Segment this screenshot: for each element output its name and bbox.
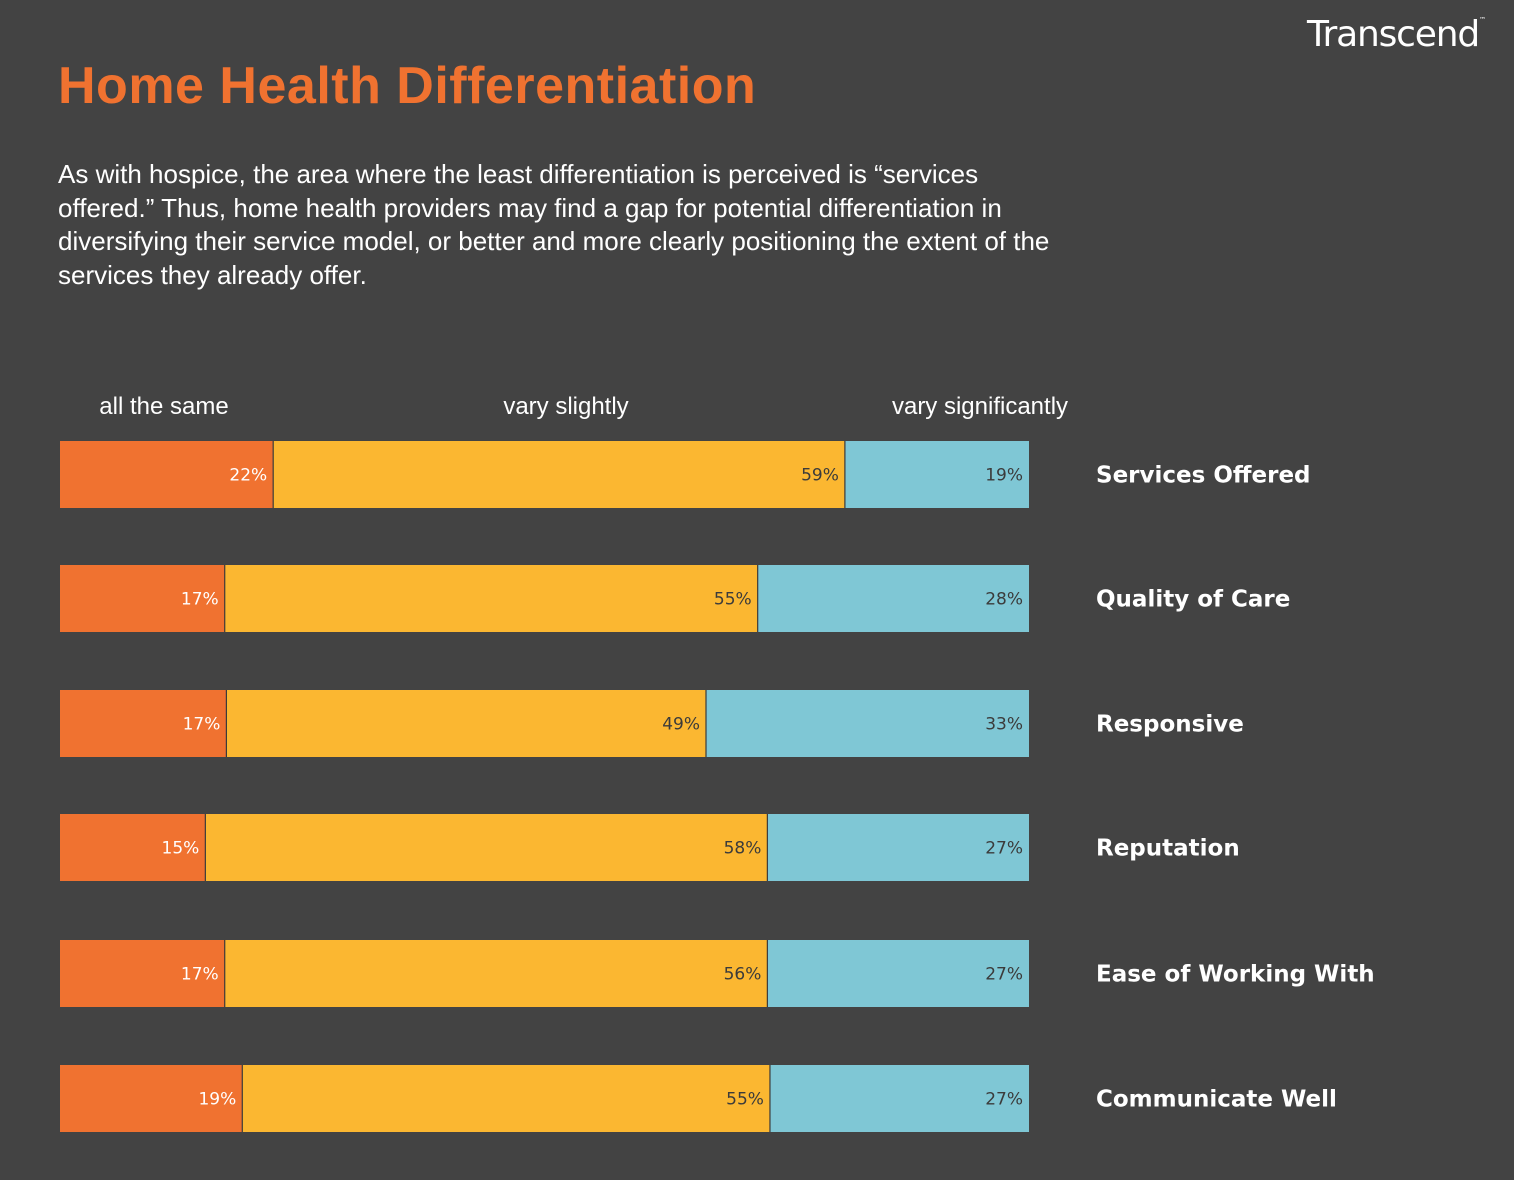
data-label: 59%: [801, 466, 839, 486]
bar-segment-vary-significantly: [767, 940, 1029, 1007]
data-label: 58%: [724, 839, 762, 859]
bar-row-communicate-well: 19% 55% 27% Communicate Well: [60, 1065, 1337, 1132]
bar-segment-all-the-same: [60, 940, 225, 1007]
category-label: Quality of Care: [1096, 587, 1290, 613]
data-label: 19%: [198, 1090, 236, 1110]
data-label: 15%: [162, 839, 200, 859]
data-label: 27%: [985, 839, 1023, 859]
data-label: 55%: [714, 590, 752, 610]
bar-segment-vary-significantly: [844, 441, 1029, 508]
legend-label-vary-slightly: vary slightly: [503, 393, 628, 420]
data-label: 22%: [229, 466, 267, 486]
category-label: Responsive: [1096, 712, 1244, 738]
category-label: Ease of Working With: [1096, 962, 1375, 988]
data-label: 27%: [985, 965, 1023, 985]
data-label: 27%: [985, 1090, 1023, 1110]
data-label: 17%: [183, 715, 221, 735]
bar-segment-vary-slightly: [224, 565, 758, 632]
category-label: Reputation: [1096, 836, 1240, 862]
bar-segment-all-the-same: [60, 441, 274, 508]
page-title: Home Health Differentiation: [58, 57, 757, 115]
bar-segment-vary-slightly: [273, 441, 845, 508]
page-subtitle: As with hospice, the area where the leas…: [58, 159, 1050, 290]
brand-name: Transcend: [1307, 14, 1480, 55]
trademark-symbol: ™: [1479, 16, 1486, 24]
data-label: 33%: [985, 715, 1023, 735]
bar-row-responsive: 17% 49% 33% Responsive: [60, 690, 1244, 757]
bar-segment-all-the-same: [60, 814, 206, 881]
bar-row-ease-of-working-with: 17% 56% 27% Ease of Working With: [60, 940, 1375, 1007]
data-label: 19%: [985, 466, 1023, 486]
bar-segment-vary-significantly: [767, 814, 1029, 881]
bar-segment-vary-significantly: [757, 565, 1029, 632]
bar-segment-all-the-same: [60, 565, 225, 632]
bar-row-quality-of-care: 17% 55% 28% Quality of Care: [60, 565, 1290, 632]
bar-segment-vary-slightly: [242, 1065, 770, 1132]
bar-segment-vary-slightly: [226, 690, 706, 757]
bar-segment-all-the-same: [60, 1065, 243, 1132]
data-label: 55%: [726, 1090, 764, 1110]
bar-segment-vary-significantly: [706, 690, 1029, 757]
data-label: 17%: [181, 965, 219, 985]
bar-segment-all-the-same: [60, 690, 227, 757]
bar-segment-vary-slightly: [224, 940, 768, 1007]
data-label: 56%: [724, 965, 762, 985]
bar-row-services-offered: 22% 59% 19% Services Offered: [60, 441, 1311, 508]
brand-logo: Transcend™: [1307, 14, 1486, 55]
data-label: 17%: [181, 590, 219, 610]
category-label: Services Offered: [1096, 463, 1311, 489]
legend-label-vary-significantly: vary significantly: [892, 393, 1068, 420]
data-label: 28%: [985, 590, 1023, 610]
bar-row-reputation: 15% 58% 27% Reputation: [60, 814, 1240, 881]
bar-segment-vary-slightly: [205, 814, 768, 881]
legend-label-all-the-same: all the same: [99, 393, 228, 420]
bar-segment-vary-significantly: [769, 1065, 1029, 1132]
category-label: Communicate Well: [1096, 1087, 1337, 1113]
data-label: 49%: [662, 715, 700, 735]
